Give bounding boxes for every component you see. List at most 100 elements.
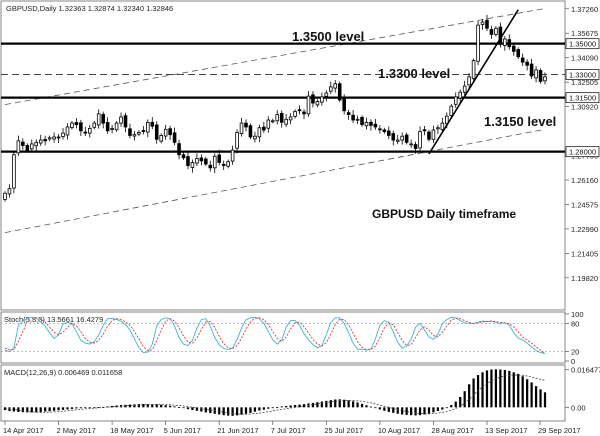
trendline-line (428, 9, 519, 155)
candle-body-121 (543, 76, 547, 82)
macd-bar-32 (146, 404, 149, 408)
candle-body-2 (12, 154, 16, 189)
candle-body-64 (288, 116, 293, 121)
macd-bar-74 (334, 399, 337, 408)
candle-body-3 (16, 140, 21, 154)
macd-bar-34 (155, 404, 158, 408)
trendline (428, 9, 519, 155)
macd-bar-18 (84, 407, 87, 409)
candle-body-31 (141, 130, 146, 132)
price-tick-label-8: 1.22990 (571, 225, 598, 234)
macd-bar-58 (262, 407, 265, 410)
macd-bar-39 (177, 407, 181, 408)
level-tag-3: 1.28000 (569, 148, 596, 157)
macd-bar-100 (450, 405, 453, 408)
candle-body-6 (29, 143, 34, 150)
macd-bar-79 (356, 402, 359, 408)
macd-bar-17 (79, 407, 82, 409)
macd-bar-82 (369, 406, 373, 408)
candle-body-106 (476, 24, 480, 62)
macd-bar-108 (485, 370, 489, 408)
macd-bar-83 (374, 407, 377, 409)
x-tick-label-10: 29 Sep 2017 (538, 426, 581, 435)
macd-bar-64 (289, 405, 292, 408)
candle-body-29 (132, 134, 137, 137)
macd-bar-2 (12, 407, 16, 412)
macd-bar-109 (490, 369, 493, 408)
candle-body-91 (409, 143, 413, 146)
candle-body-65 (293, 111, 297, 117)
candle-body-113 (507, 39, 512, 48)
candle-body-37 (168, 128, 172, 136)
price-axis: 1.372601.356751.340901.325051.309201.277… (565, 5, 598, 283)
candle-body-4 (21, 141, 25, 146)
macd-bar-45 (204, 407, 207, 413)
price-tick-label-9: 1.21405 (571, 249, 598, 258)
candle-body-90 (404, 134, 409, 143)
candle-body-69 (311, 94, 315, 104)
candle-body-119 (534, 69, 538, 79)
candle-body-42 (190, 162, 195, 168)
macd-bar-92 (414, 407, 417, 416)
candle-body-21 (96, 113, 101, 126)
macd-bar-21 (97, 407, 100, 408)
macd-bar-95 (427, 407, 431, 414)
candle-body-118 (529, 63, 534, 77)
level-tags: 1.35000 1.33000 1.31500 1.28000 (565, 38, 600, 158)
candle-body-36 (163, 128, 168, 137)
x-tick-label-2: 18 May 2017 (110, 426, 153, 435)
macd-bar-3 (17, 407, 20, 412)
stoch-tick-label-0: 100 (571, 310, 584, 319)
macd-bar-38 (173, 406, 176, 408)
candle-body-88 (395, 139, 400, 142)
stoch-tick-label-3: 0 (571, 357, 575, 366)
macd-bar-98 (441, 407, 444, 410)
candle-body-5 (25, 145, 30, 151)
macd-bar-46 (209, 407, 212, 414)
stoch-series-0 (4, 316, 546, 354)
macd-bar-118 (530, 382, 533, 408)
macd-bar-112 (503, 369, 506, 408)
macd-bar-42 (191, 407, 194, 411)
annotation-1-3150: 1.3150 level (484, 114, 556, 129)
macd-tick-label-1: 0.00 (571, 403, 586, 412)
macd-bar-44 (200, 407, 203, 412)
x-tick-label-8: 28 Aug 2017 (431, 426, 473, 435)
macd-panel-frame (0, 364, 566, 422)
macd-bar-54 (244, 407, 248, 414)
candle-body-80 (360, 116, 364, 126)
candle-body-112 (503, 38, 507, 46)
macd-bar-20 (93, 407, 96, 409)
candle-body-23 (105, 122, 110, 132)
price-tick-label-7: 1.24575 (571, 200, 598, 209)
level-tag-box-1 (565, 69, 600, 80)
macd-bar-105 (472, 378, 475, 408)
macd-bar-37 (169, 405, 172, 408)
macd-bar-97 (436, 407, 440, 412)
candle-body-100 (449, 105, 454, 116)
level-tag-0: 1.35000 (569, 40, 596, 49)
macd-bar-9 (44, 407, 47, 412)
macd-bar-55 (249, 407, 252, 413)
macd-bar-115 (517, 373, 520, 408)
candle-body-61 (275, 114, 280, 122)
candle-body-59 (266, 119, 271, 129)
candle-body-34 (154, 124, 159, 140)
candle-body-78 (351, 114, 355, 121)
macd-bar-35 (160, 404, 163, 408)
level-tag-box-3 (565, 146, 600, 158)
candle-body-10 (47, 137, 52, 140)
candle-body-103 (462, 85, 467, 93)
macd-bar-4 (21, 407, 24, 413)
candle-body-97 (436, 127, 440, 130)
macd-bar-113 (508, 370, 511, 408)
macd-bar-15 (70, 407, 74, 409)
candle-body-66 (297, 109, 302, 112)
macd-bar-49 (222, 407, 225, 416)
candle-body-55 (248, 125, 253, 138)
candle-body-58 (262, 126, 266, 131)
candle-body-43 (195, 158, 199, 164)
macd-bar-19 (88, 407, 91, 409)
level-tag-1: 1.33000 (569, 71, 596, 80)
candle-body-86 (387, 130, 391, 136)
